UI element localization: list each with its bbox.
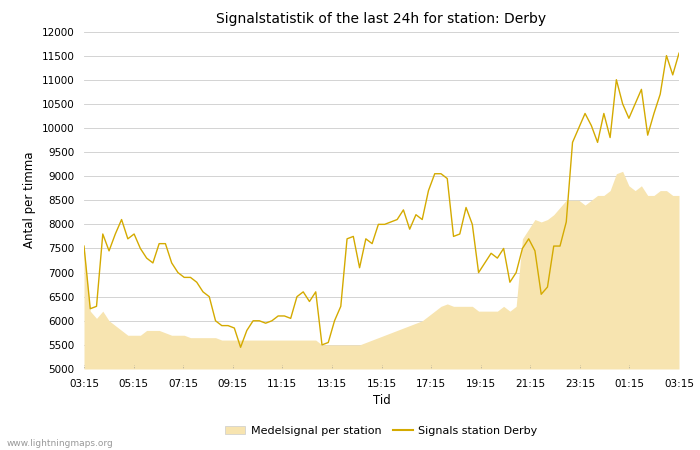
Title: Signalstatistik of the last 24h for station: Derby: Signalstatistik of the last 24h for stat… xyxy=(216,12,547,26)
Text: www.lightningmaps.org: www.lightningmaps.org xyxy=(7,439,113,448)
X-axis label: Tid: Tid xyxy=(372,394,391,407)
Legend: Medelsignal per station, Signals station Derby: Medelsignal per station, Signals station… xyxy=(221,422,542,441)
Y-axis label: Antal per timma: Antal per timma xyxy=(23,152,36,248)
